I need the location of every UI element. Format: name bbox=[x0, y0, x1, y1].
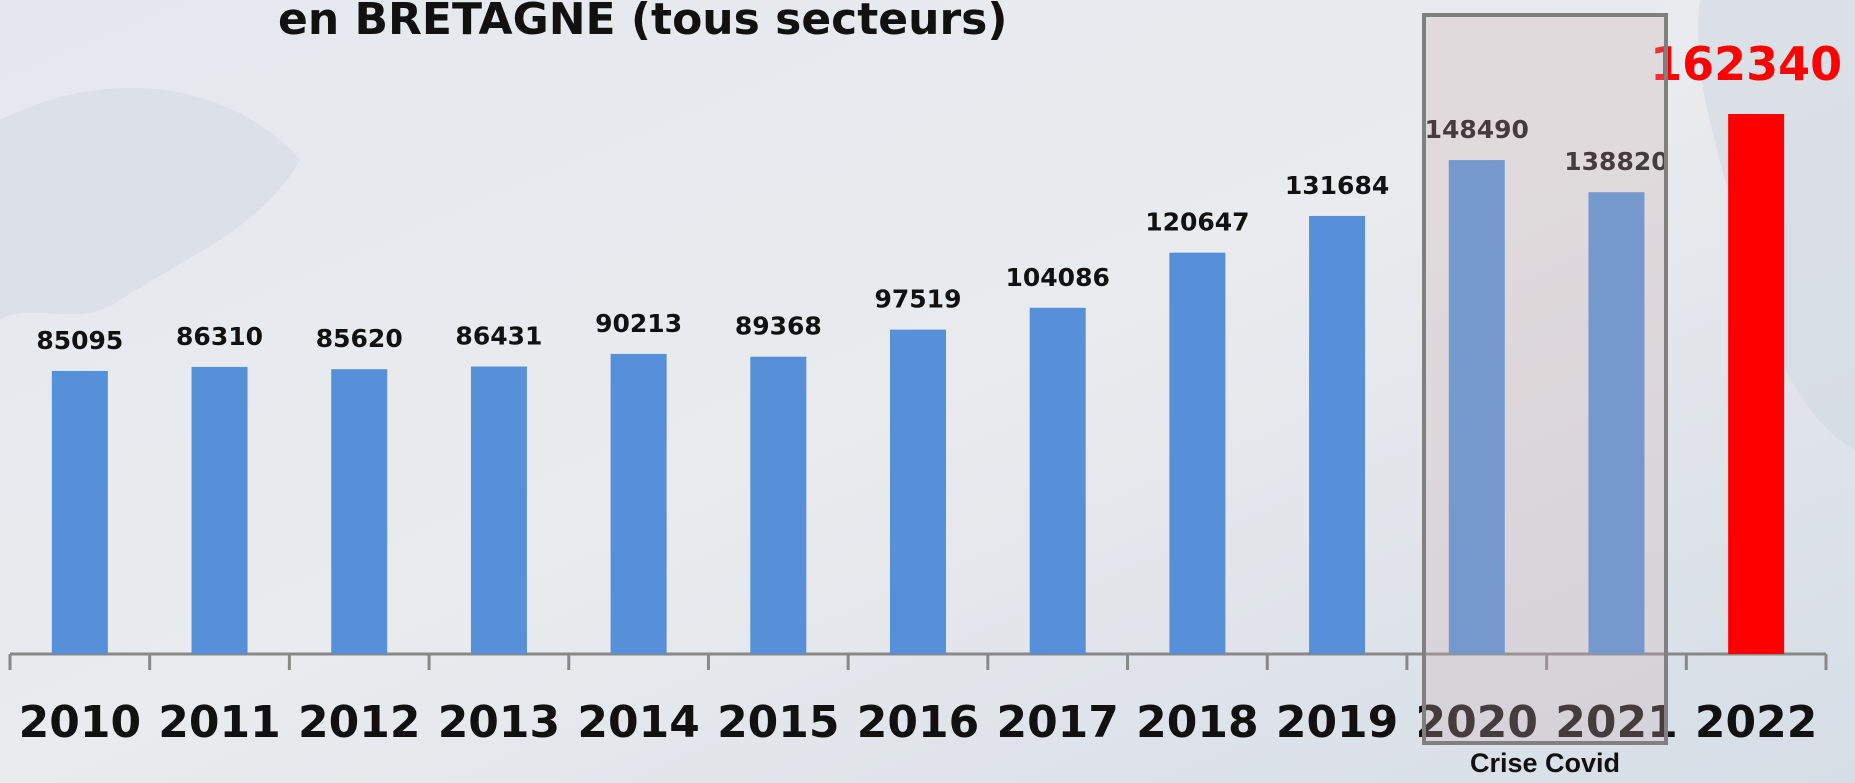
x-tick-label: 2016 bbox=[857, 697, 979, 748]
map-shape bbox=[0, 87, 300, 321]
x-tick-label: 2012 bbox=[298, 697, 420, 748]
value-label: 162340 bbox=[1650, 37, 1842, 91]
bar bbox=[1309, 215, 1366, 654]
value-label: 131684 bbox=[1285, 171, 1389, 200]
bar bbox=[1588, 192, 1645, 655]
value-label: 86431 bbox=[455, 322, 542, 351]
bar bbox=[890, 329, 946, 654]
value-label: 86310 bbox=[176, 322, 263, 351]
bar bbox=[750, 356, 807, 654]
value-label: 85095 bbox=[36, 326, 123, 355]
x-tick-label: 2017 bbox=[996, 697, 1118, 748]
bar bbox=[1728, 114, 1785, 654]
value-label: 85620 bbox=[316, 324, 403, 353]
x-tick-label: 2011 bbox=[158, 697, 280, 748]
value-label: 138820 bbox=[1564, 147, 1668, 176]
value-label: 120647 bbox=[1145, 208, 1249, 237]
x-tick-label: 2014 bbox=[577, 697, 699, 748]
covid-box bbox=[1422, 13, 1668, 745]
bar bbox=[191, 366, 248, 654]
value-label: 97519 bbox=[875, 285, 962, 314]
x-tick-label: 2015 bbox=[717, 697, 839, 748]
value-label: 148490 bbox=[1425, 115, 1529, 144]
x-tick-label: 2013 bbox=[438, 697, 560, 748]
x-tick-label: 2021 bbox=[1555, 697, 1677, 748]
value-label: 90213 bbox=[595, 309, 682, 338]
x-tick-label: 2019 bbox=[1276, 697, 1398, 748]
bar bbox=[1029, 307, 1086, 654]
bar bbox=[1169, 252, 1226, 654]
bar bbox=[331, 369, 388, 654]
x-tick-label: 2022 bbox=[1695, 697, 1817, 748]
x-tick-label: 2018 bbox=[1136, 697, 1258, 748]
bar bbox=[51, 370, 108, 654]
bar bbox=[1448, 160, 1505, 654]
value-label: 104086 bbox=[1006, 263, 1110, 292]
value-label: 89368 bbox=[735, 312, 822, 341]
annotation: Crise Covid bbox=[1470, 748, 1620, 778]
chart-title: en BRETAGNE (tous secteurs) bbox=[278, 0, 1007, 45]
bar bbox=[470, 366, 527, 654]
x-tick-label: 2010 bbox=[19, 697, 141, 748]
bar bbox=[610, 353, 667, 654]
